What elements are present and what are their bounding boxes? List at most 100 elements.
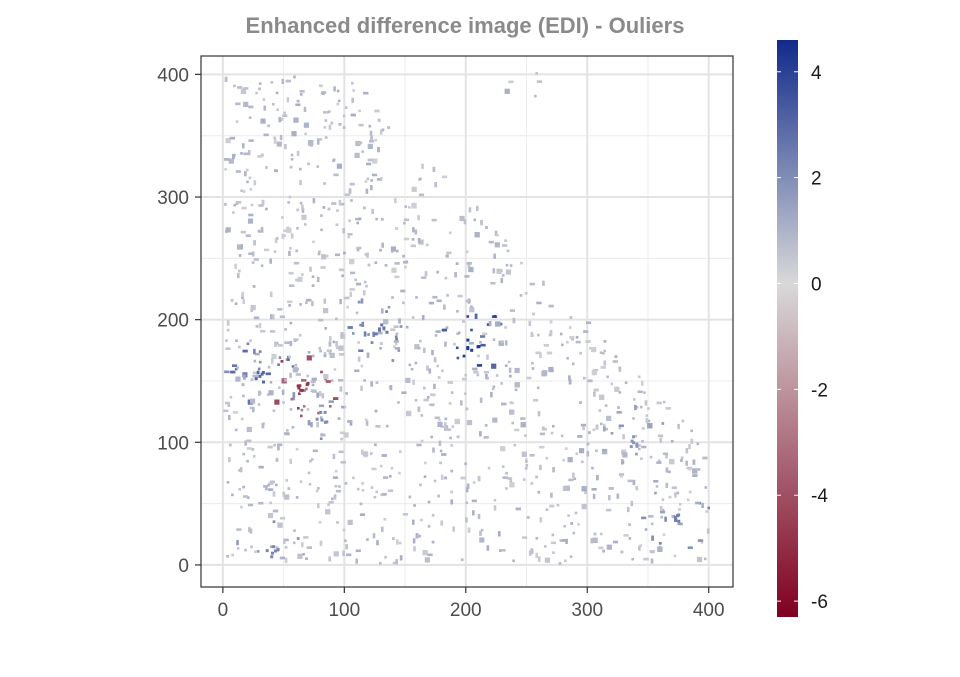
heatmap-tile xyxy=(414,229,418,235)
heatmap-tile xyxy=(676,491,680,495)
heatmap-tile xyxy=(662,533,666,537)
heatmap-tile xyxy=(394,262,400,265)
heatmap-tile xyxy=(450,499,453,505)
heatmap-tile xyxy=(311,377,317,381)
heatmap-tile xyxy=(249,188,253,191)
heatmap-tile xyxy=(368,124,372,128)
heatmap-tile xyxy=(360,298,364,304)
heatmap-tile xyxy=(468,342,474,345)
heatmap-tile xyxy=(588,431,591,434)
heatmap-tile xyxy=(342,228,345,234)
heatmap-tile xyxy=(569,316,573,319)
heatmap-tile xyxy=(456,310,459,313)
heatmap-tile xyxy=(364,253,368,256)
heatmap-tile xyxy=(485,226,488,229)
heatmap-tile xyxy=(535,537,539,540)
heatmap-tile xyxy=(243,101,249,107)
heatmap-tile xyxy=(356,248,360,252)
heatmap-tile xyxy=(551,533,555,537)
heatmap-tile xyxy=(522,536,528,539)
heatmap-tile xyxy=(267,365,271,369)
heatmap-tile xyxy=(412,227,415,233)
x-tick-label: 200 xyxy=(450,600,482,621)
heatmap-tile xyxy=(643,391,646,394)
heatmap-tile xyxy=(295,249,298,253)
heatmap-tile xyxy=(303,536,309,539)
heatmap-tile xyxy=(378,119,381,123)
heatmap-tile xyxy=(466,262,472,265)
heatmap-tile xyxy=(267,445,273,449)
heatmap-tile xyxy=(332,340,336,344)
heatmap-tile xyxy=(393,345,396,349)
heatmap-tile xyxy=(432,447,435,453)
outlier-tile xyxy=(254,377,258,381)
heatmap-tile xyxy=(240,152,243,155)
heatmap-tile xyxy=(336,89,340,93)
heatmap-tile xyxy=(678,508,681,511)
heatmap-tile xyxy=(376,540,379,546)
heatmap-tile xyxy=(325,254,329,258)
heatmap-tile xyxy=(567,457,573,463)
heatmap-tile xyxy=(381,526,384,532)
heatmap-tile xyxy=(434,182,437,188)
heatmap-tile xyxy=(311,284,315,287)
heatmap-tile xyxy=(562,485,566,491)
heatmap-tile xyxy=(427,500,431,504)
heatmap-tile xyxy=(343,432,349,438)
heatmap-tile xyxy=(477,513,481,520)
heatmap-tile xyxy=(323,126,327,129)
heatmap-tile xyxy=(281,216,284,219)
heatmap-tile xyxy=(618,391,622,394)
heatmap-tile xyxy=(448,428,452,432)
heatmap-tile xyxy=(268,513,274,519)
heatmap-tile xyxy=(306,374,310,378)
heatmap-tile xyxy=(500,549,506,552)
heatmap-tile xyxy=(265,485,268,491)
colorbar-tick-label: -6 xyxy=(811,592,828,613)
heatmap-tile xyxy=(289,321,293,325)
heatmap-tile xyxy=(288,250,291,256)
heatmap-tile xyxy=(493,253,496,259)
heatmap-tile xyxy=(442,175,448,179)
heatmap-tile xyxy=(385,424,389,428)
heatmap-tile xyxy=(383,319,389,325)
heatmap-tile xyxy=(485,373,488,380)
heatmap-tile xyxy=(480,335,486,338)
heatmap-tile xyxy=(522,478,526,481)
heatmap-tile xyxy=(227,401,231,407)
heatmap-tile xyxy=(348,219,351,223)
heatmap-tile xyxy=(591,466,594,470)
heatmap-tile xyxy=(315,489,319,493)
heatmap-tile xyxy=(370,452,373,455)
heatmap-tile xyxy=(384,556,387,559)
heatmap-tile xyxy=(235,102,241,106)
heatmap-tile xyxy=(263,133,269,137)
heatmap-tile xyxy=(278,386,281,389)
heatmap-tile xyxy=(354,278,357,282)
heatmap-tile xyxy=(454,272,457,278)
heatmap-tile xyxy=(346,305,349,309)
heatmap-tile xyxy=(226,555,229,558)
heatmap-tile xyxy=(274,238,278,244)
heatmap-tile xyxy=(381,454,387,457)
heatmap-tile xyxy=(393,325,399,328)
heatmap-tile xyxy=(507,477,511,480)
outlier-tile xyxy=(378,327,381,331)
heatmap-tile xyxy=(381,492,387,496)
heatmap-tile xyxy=(706,528,710,534)
heatmap-tile xyxy=(500,277,504,284)
heatmap-tile xyxy=(620,474,623,478)
heatmap-tile xyxy=(634,434,638,438)
heatmap-tile xyxy=(591,370,597,376)
heatmap-tile xyxy=(342,550,345,556)
heatmap-tile xyxy=(493,505,497,511)
heatmap-tile xyxy=(579,351,582,355)
heatmap-tile xyxy=(364,180,368,183)
heatmap-tile xyxy=(612,540,619,544)
heatmap-tile xyxy=(224,370,230,374)
heatmap-tile xyxy=(276,141,282,147)
heatmap-tile xyxy=(387,489,394,492)
heatmap-tile xyxy=(350,199,353,202)
heatmap-tile xyxy=(255,325,259,328)
